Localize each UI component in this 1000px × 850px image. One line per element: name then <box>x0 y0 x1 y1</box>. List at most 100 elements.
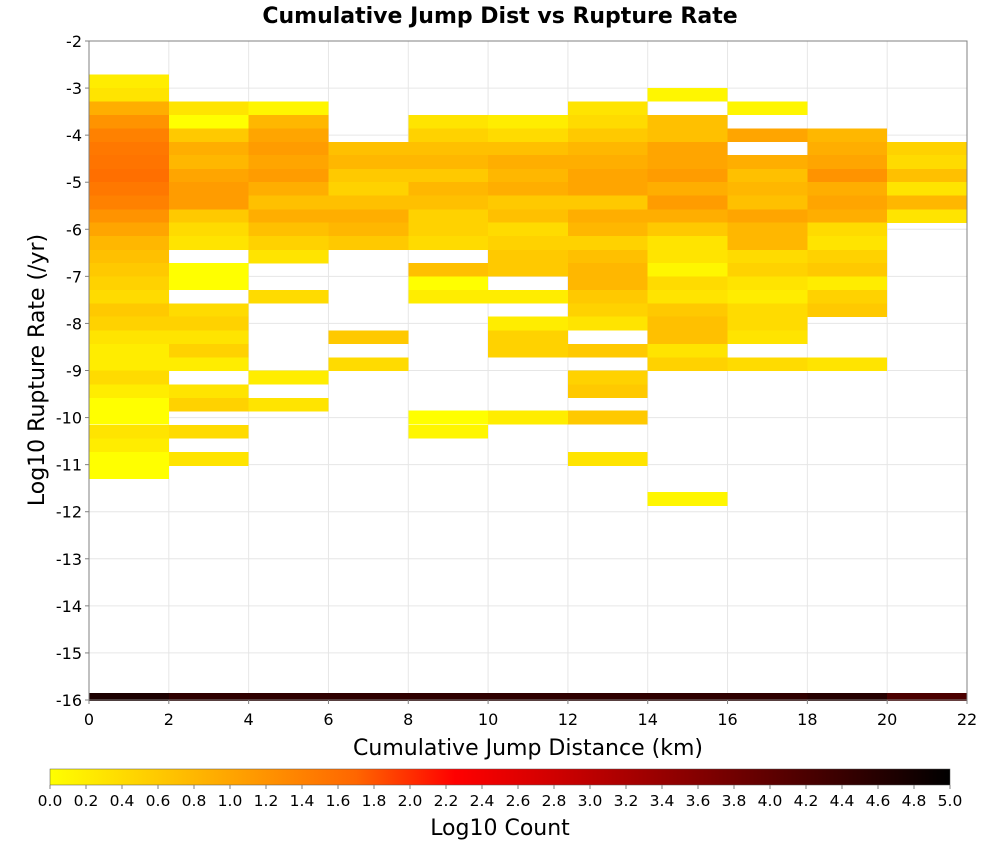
heatmap-cell <box>887 141 967 156</box>
heatmap-cell <box>727 330 808 344</box>
heatmap-cell <box>807 155 888 169</box>
colorbar-tick-label: 4.0 <box>758 792 783 810</box>
colorbar-tick-label: 4.4 <box>830 792 855 810</box>
heatmap-cell <box>807 222 888 237</box>
heatmap-cell <box>248 236 329 250</box>
heatmap-cell <box>168 195 249 210</box>
heatmap-cell <box>89 465 169 479</box>
heatmap-cell <box>647 303 728 318</box>
heatmap-cell <box>168 276 249 291</box>
y-tick-label: -16 <box>56 691 82 710</box>
y-tick-label: -2 <box>66 32 82 51</box>
heatmap-cell <box>647 115 728 129</box>
colorbar-tick-label: 4.2 <box>794 792 819 810</box>
heatmap-cell <box>807 168 888 183</box>
heatmap-cell <box>488 209 568 223</box>
x-tick-label: 8 <box>403 710 413 729</box>
colorbar-tick-label: 2.8 <box>542 792 567 810</box>
heatmap-cell <box>567 168 648 183</box>
heatmap-cell <box>647 330 728 344</box>
heatmap-cell <box>89 384 169 399</box>
heatmap-cell <box>408 209 489 223</box>
heatmap-cell <box>408 128 489 142</box>
heatmap-cell <box>567 343 648 358</box>
heatmap-cell <box>89 357 169 372</box>
heatmap-cell <box>168 316 249 331</box>
y-tick-label: -4 <box>66 126 82 145</box>
heatmap-cell <box>647 155 728 169</box>
heatmap-cell <box>408 155 489 169</box>
heatmap-cell <box>647 236 728 250</box>
heatmap-cell <box>408 195 489 210</box>
heatmap-cell <box>168 209 249 223</box>
heatmap-cell <box>168 181 249 196</box>
heatmap-cell <box>168 262 249 277</box>
y-tick-label: -12 <box>56 503 82 522</box>
heatmap-cell <box>328 155 409 169</box>
heatmap-cell <box>567 141 648 156</box>
colorbar-tick-label: 1.4 <box>290 792 315 810</box>
colorbar-tick-label: 3.4 <box>650 792 675 810</box>
heatmap-cell <box>488 289 568 304</box>
heatmap-cell <box>807 303 888 318</box>
heatmap-cell <box>328 141 409 156</box>
heatmap-cell <box>887 181 967 196</box>
heatmap-cell <box>328 357 409 372</box>
heatmap-cell <box>89 276 169 291</box>
heatmap-cell <box>168 330 249 344</box>
heatmap-cell <box>89 343 169 358</box>
heatmap-cells <box>89 74 967 701</box>
heatmap-cell <box>89 87 169 102</box>
y-tick-label: -6 <box>66 220 82 239</box>
y-tick-label: -5 <box>66 173 82 192</box>
heatmap-cell <box>488 249 568 264</box>
heatmap-cell <box>89 303 169 318</box>
heatmap-cell <box>488 693 568 701</box>
y-tick-label: -3 <box>66 79 82 98</box>
colorbar-tick-label: 1.8 <box>362 792 387 810</box>
heatmap-cell <box>89 222 169 237</box>
heatmap-cell <box>488 155 568 169</box>
heatmap-cell <box>168 303 249 318</box>
heatmap-cell <box>408 181 489 196</box>
heatmap-cell <box>168 357 249 372</box>
heatmap-cell <box>727 222 808 237</box>
heatmap-cell <box>248 370 329 385</box>
colorbar-tick-label: 4.6 <box>866 792 891 810</box>
x-tick-label: 10 <box>478 710 498 729</box>
heatmap-cell <box>488 128 568 142</box>
heatmap-cell <box>89 181 169 196</box>
heatmap-cell <box>328 168 409 183</box>
heatmap-cell <box>807 693 888 701</box>
heatmap-cell <box>647 141 728 156</box>
heatmap-cell <box>727 195 808 210</box>
heatmap-cell <box>168 155 249 169</box>
heatmap-cell <box>807 289 888 304</box>
heatmap-cell <box>488 330 568 344</box>
heatmap-cell <box>488 316 568 331</box>
heatmap-cell <box>328 222 409 237</box>
heatmap-cell <box>647 316 728 331</box>
heatmap-cell <box>89 236 169 250</box>
heatmap-cell <box>727 303 808 318</box>
heatmap-cell <box>807 181 888 196</box>
x-tick-label: 14 <box>638 710 658 729</box>
heatmap-cell <box>168 398 249 412</box>
heatmap-cell <box>89 438 169 453</box>
heatmap-cell <box>567 155 648 169</box>
heatmap-cell <box>647 262 728 277</box>
heatmap-cell <box>168 115 249 129</box>
heatmap-cell <box>647 276 728 291</box>
heatmap-cell <box>647 289 728 304</box>
heatmap-cell <box>89 209 169 223</box>
heatmap-cell <box>567 262 648 277</box>
heatmap-cell <box>168 424 249 439</box>
heatmap-cell <box>727 262 808 277</box>
heatmap-cell <box>567 316 648 331</box>
heatmap-cell <box>248 249 329 264</box>
heatmap-cell <box>89 249 169 264</box>
heatmap-cell <box>168 128 249 142</box>
heatmap-cell <box>807 276 888 291</box>
heatmap-cell <box>647 128 728 142</box>
heatmap-cell <box>807 209 888 223</box>
